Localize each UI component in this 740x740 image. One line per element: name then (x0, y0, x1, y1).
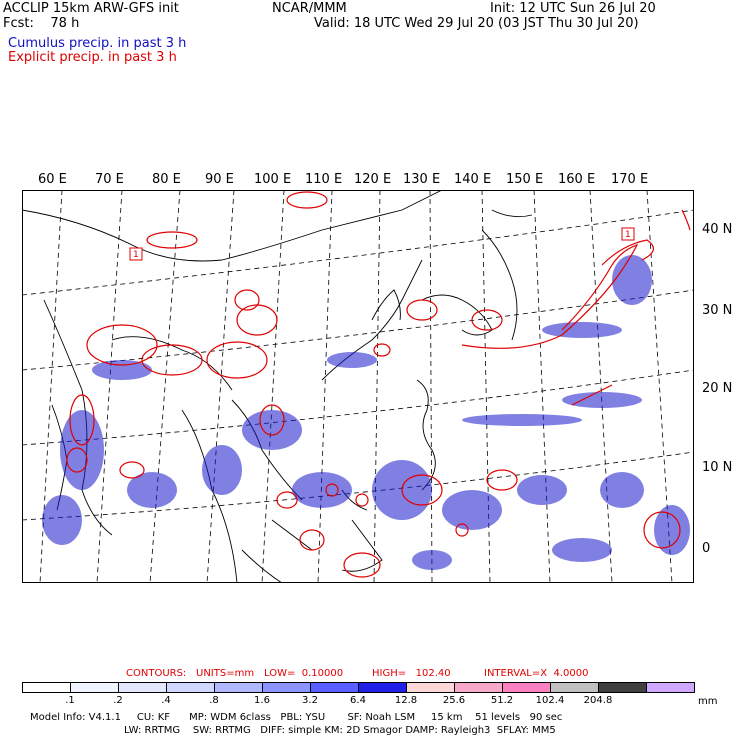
explicit-precip-contours (66, 191, 691, 578)
contour-label: 1 (625, 230, 631, 240)
colorbar-unit: mm (698, 696, 718, 707)
colorbar-tick-label: 102.4 (535, 695, 565, 706)
product-title: ACCLIP 15km ARW-GFS init (3, 1, 179, 16)
colorbar-tick-label: 1.6 (254, 695, 270, 706)
init-time: Init: 12 UTC Sun 26 Jul 20 (490, 1, 656, 16)
lon-label: 90 E (205, 172, 234, 187)
contour-value-labels: 1 1 (129, 227, 635, 261)
colorbar-tick-label: 204.8 (583, 695, 613, 706)
colorbar-cell (646, 682, 695, 693)
colorbar-cell (598, 682, 647, 693)
lat-label: 20 N (702, 381, 733, 396)
lon-label: 70 E (95, 172, 124, 187)
lon-label: 120 E (354, 172, 392, 187)
colorbar-cell (166, 682, 215, 693)
colorbar-tick-label: .2 (113, 695, 123, 706)
lat-label: 40 N (702, 222, 733, 237)
lon-label: 130 E (403, 172, 441, 187)
precipitation-map: 1 1 (22, 190, 694, 583)
colorbar-cell (358, 682, 407, 693)
contours-interval: INTERVAL=X 4.0000 (484, 668, 589, 679)
colorbar-cell (22, 682, 71, 693)
model-info-line1: Model Info: V4.1.1 CU: KF MP: WDM 6class… (30, 712, 563, 723)
lat-label: 10 N (702, 460, 733, 475)
contour-label: 1 (133, 250, 139, 260)
colorbar-cell (214, 682, 263, 693)
colorbar-cell (502, 682, 551, 693)
lon-label: 100 E (254, 172, 292, 187)
colorbar-cell (262, 682, 311, 693)
colorbar-tick-label: 51.2 (490, 695, 514, 706)
colorbar-cell (118, 682, 167, 693)
lon-label: 80 E (152, 172, 181, 187)
explicit-legend: Explicit precip. in past 3 h (8, 50, 177, 65)
colorbar-tick-label: .8 (209, 695, 219, 706)
colorbar-cell (550, 682, 599, 693)
contours-low: LOW= 0.10000 (264, 668, 344, 679)
valid-time: Valid: 18 UTC Wed 29 Jul 20 (03 JST Thu … (314, 16, 639, 31)
colorbar-tick-label: .4 (161, 695, 171, 706)
lon-label: 170 E (611, 172, 649, 187)
colorbar-cell (70, 682, 119, 693)
colorbar-tick-label: 6.4 (350, 695, 366, 706)
lat-label: 30 N (702, 303, 733, 318)
colorbar-tick-label: .1 (65, 695, 75, 706)
colorbar-tick-label: 25.6 (442, 695, 466, 706)
contours-label: CONTOURS: (126, 668, 187, 679)
colorbar-cell (406, 682, 455, 693)
colorbar-cell (310, 682, 359, 693)
lon-label: 150 E (506, 172, 544, 187)
organization-label: NCAR/MMM (272, 1, 347, 16)
cumulus-legend: Cumulus precip. in past 3 h (8, 36, 187, 51)
lat-label: 0 (702, 541, 711, 556)
colorbar-tick-label: 12.8 (394, 695, 418, 706)
contours-high: HIGH= 102.40 (372, 668, 451, 679)
contours-units: UNITS=mm (196, 668, 255, 679)
lon-label: 160 E (558, 172, 596, 187)
lon-label: 110 E (305, 172, 343, 187)
forecast-hour: Fcst: 78 h (3, 16, 80, 31)
model-info-line2: LW: RRTMG SW: RRTMG DIFF: simple KM: 2D … (124, 725, 556, 736)
lon-label: 140 E (454, 172, 492, 187)
colorbar-tick-label: 3.2 (302, 695, 318, 706)
colorbar-cell (454, 682, 503, 693)
lon-label: 60 E (38, 172, 67, 187)
